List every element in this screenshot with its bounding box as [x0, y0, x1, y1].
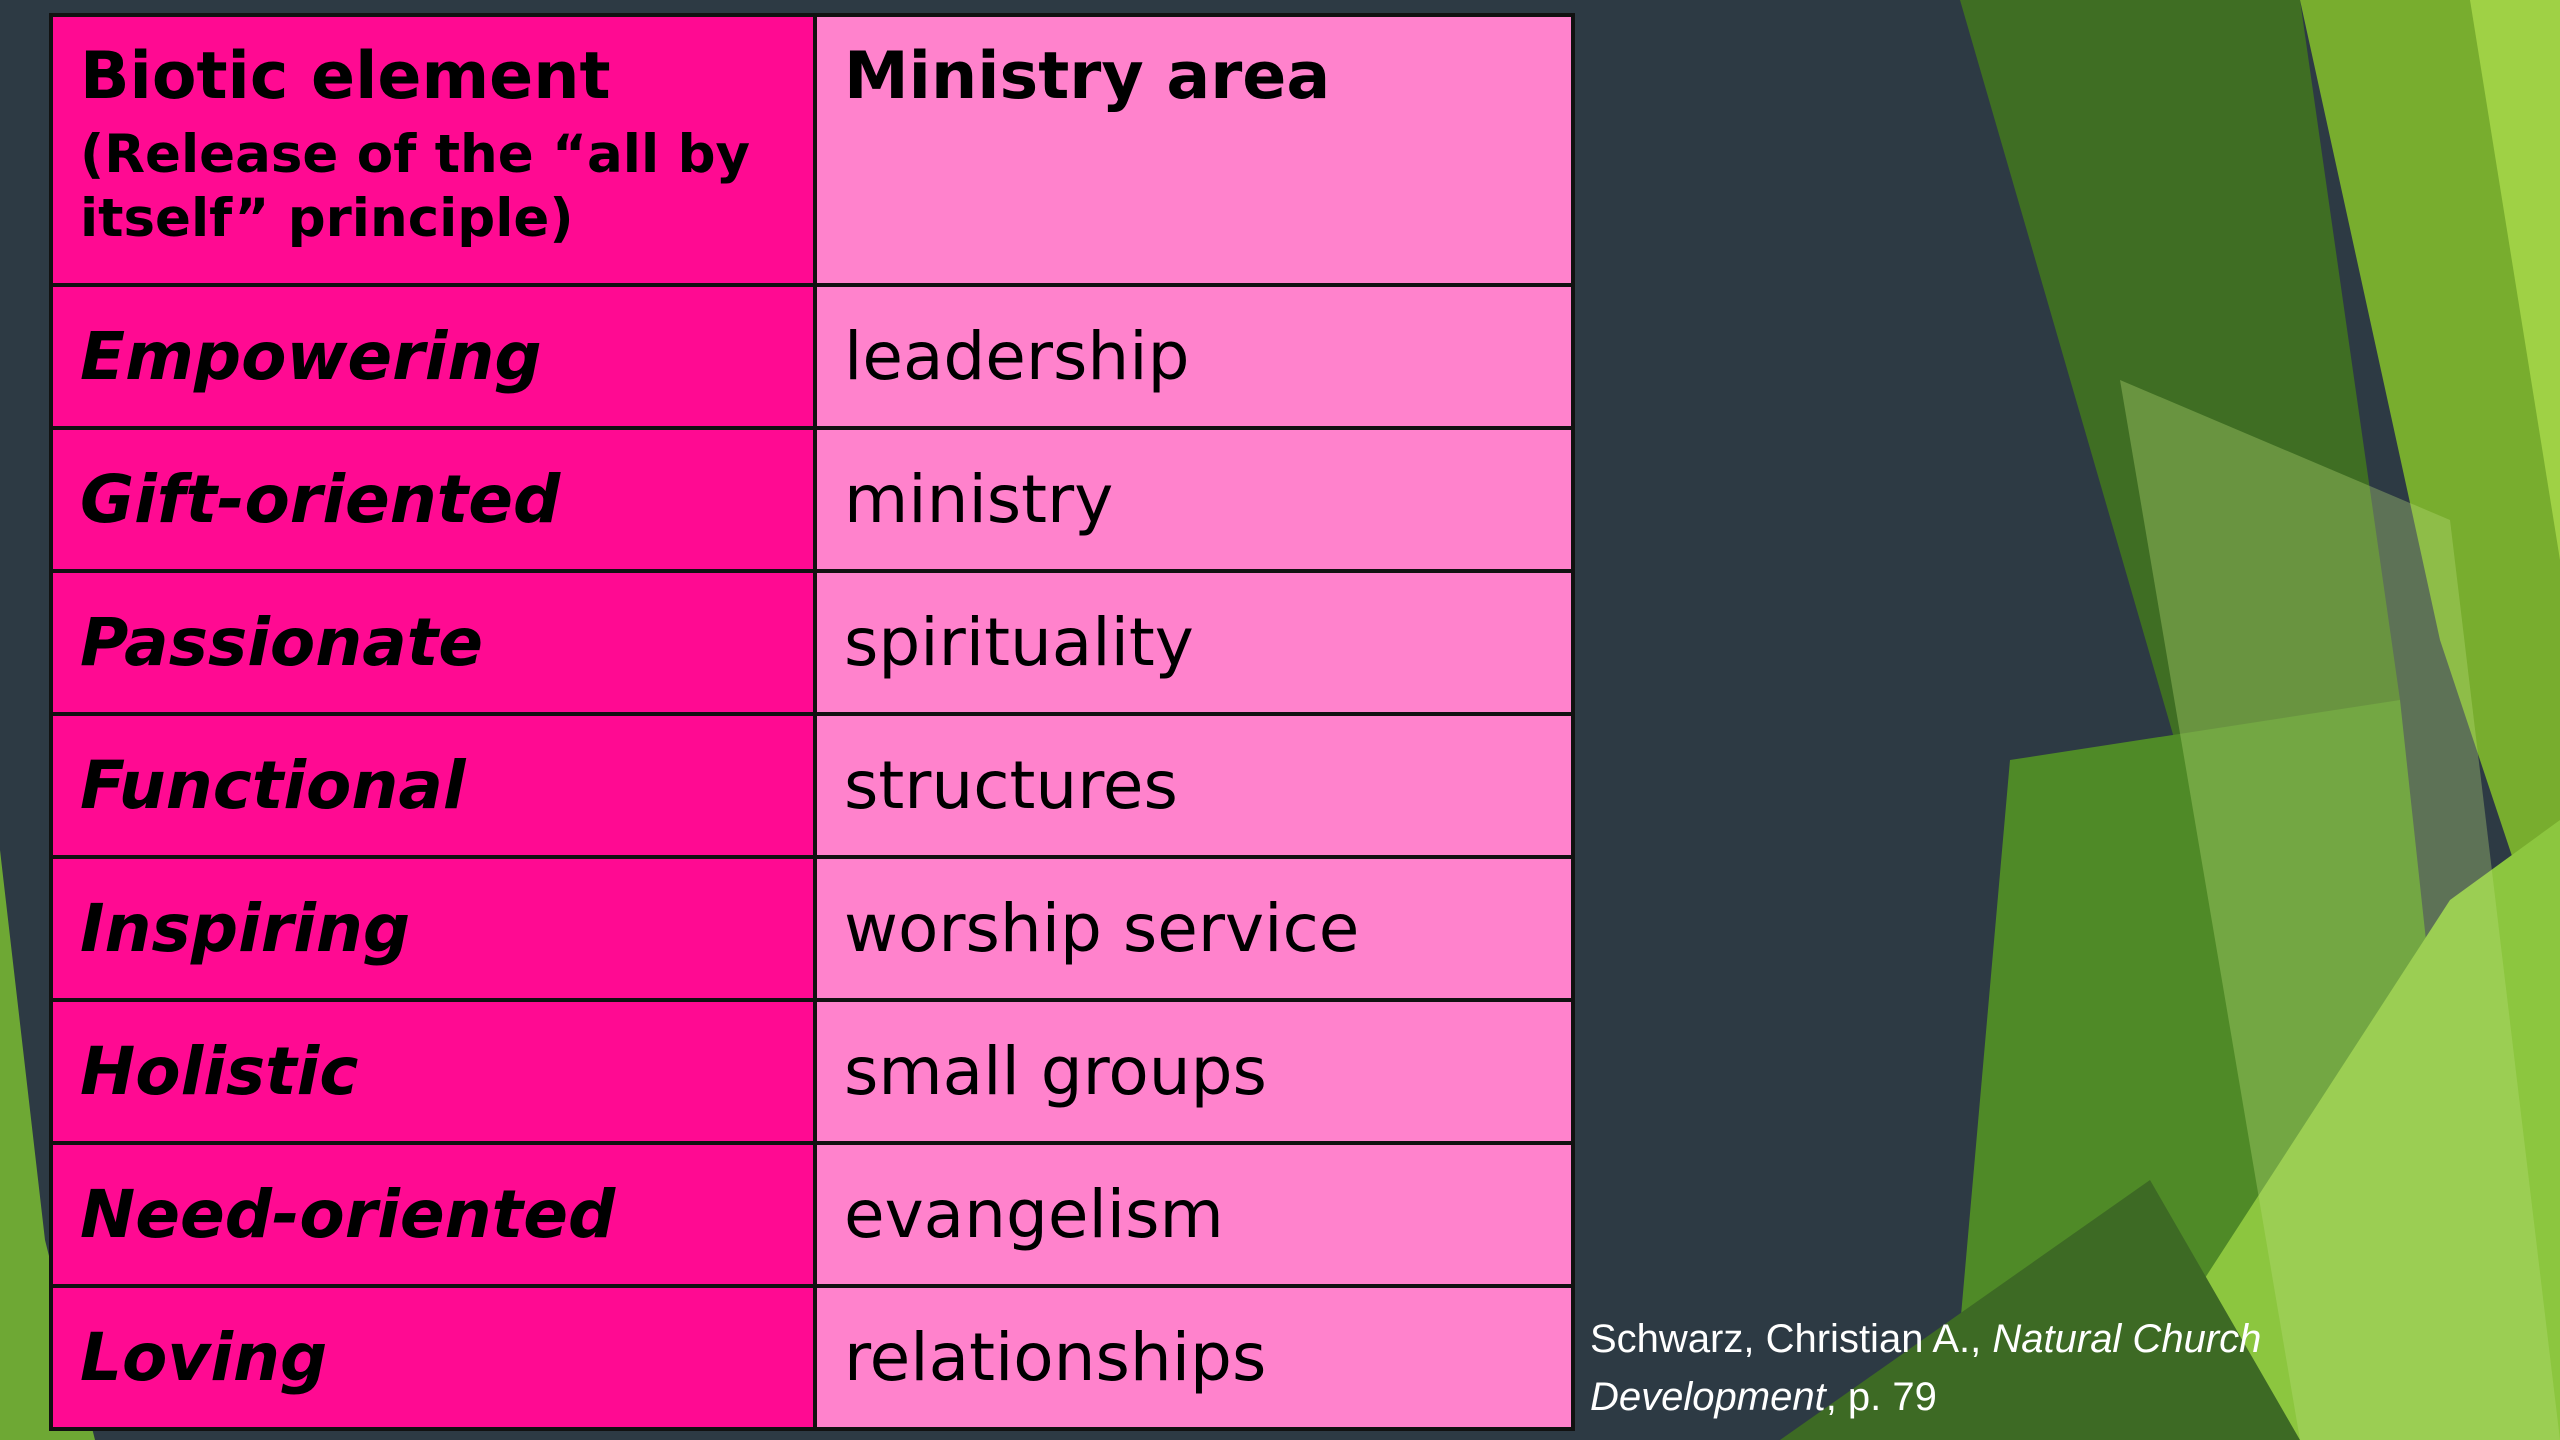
citation-book-title: Natural Church Development [1590, 1317, 2262, 1419]
ministry-area-cell: spirituality [813, 569, 1575, 716]
green-shard-right-upper [2300, 0, 2560, 1000]
ministry-area-cell: structures [813, 712, 1575, 859]
biotic-element-cell: Need-oriented [49, 1141, 817, 1288]
citation-author: Schwarz, Christian A., [1590, 1317, 1993, 1361]
green-shard-translucent [2120, 380, 2560, 1440]
table-row: Need-oriented evangelism [49, 1141, 1575, 1288]
table-row: Loving relationships [49, 1284, 1575, 1431]
ministry-area-cell: worship service [813, 855, 1575, 1002]
header-biotic-element-subtitle: (Release of the “all by itself” principl… [80, 124, 751, 249]
biotic-element-cell: Passionate [49, 569, 817, 716]
table-row: Passionate spirituality [49, 569, 1575, 716]
table-row: Holistic small groups [49, 998, 1575, 1145]
table-row: Inspiring worship service [49, 855, 1575, 1002]
header-biotic-element-title: Biotic element [80, 39, 611, 114]
header-cell-ministry-area: Ministry area [813, 13, 1575, 287]
biotic-element-cell: Functional [49, 712, 817, 859]
table-header-row: Biotic element (Release of the “all by i… [49, 13, 1575, 287]
biotic-element-cell: Gift-oriented [49, 426, 817, 573]
table-row: Empowering leadership [49, 283, 1575, 430]
biotic-element-cell: Inspiring [49, 855, 817, 1002]
header-cell-biotic-element: Biotic element (Release of the “all by i… [49, 13, 817, 287]
ministry-area-cell: relationships [813, 1284, 1575, 1431]
green-shard-left-edge [0, 850, 95, 1440]
ministry-area-cell: ministry [813, 426, 1575, 573]
biotic-ministry-table: Biotic element (Release of the “all by i… [49, 13, 1575, 1431]
ministry-area-cell: leadership [813, 283, 1575, 430]
biotic-element-cell: Holistic [49, 998, 817, 1145]
table-row: Gift-oriented ministry [49, 426, 1575, 573]
green-shard-bright-edge [2470, 0, 2560, 560]
ministry-area-cell: evangelism [813, 1141, 1575, 1288]
green-shard-bottom [1780, 1180, 2300, 1440]
citation-page: , p. 79 [1825, 1375, 1937, 1419]
green-shard-lower-right [2100, 820, 2560, 1440]
table-row: Functional structures [49, 712, 1575, 859]
ministry-area-cell: small groups [813, 998, 1575, 1145]
header-ministry-area-title: Ministry area [844, 39, 1331, 114]
biotic-element-cell: Empowering [49, 283, 817, 430]
source-citation: Schwarz, Christian A., Natural Church De… [1590, 1310, 2510, 1426]
biotic-element-cell: Loving [49, 1284, 817, 1431]
